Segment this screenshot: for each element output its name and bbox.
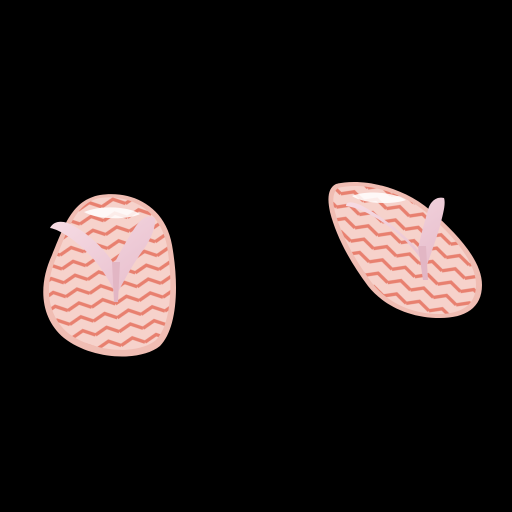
left-heel-highlight <box>84 207 140 219</box>
right-flip-flop <box>328 181 482 318</box>
right-sole <box>333 185 476 314</box>
right-toe-post <box>418 246 428 280</box>
left-flip-flop <box>43 194 176 357</box>
left-toe-post <box>112 262 120 302</box>
left-strap <box>50 216 156 296</box>
right-heel-highlight <box>352 192 406 204</box>
